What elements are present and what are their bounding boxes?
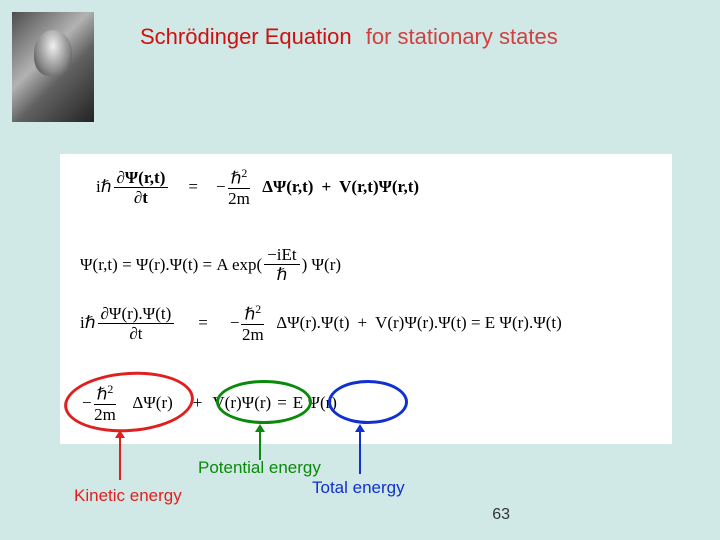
eq3-neg: −: [230, 313, 240, 333]
portrait-photo: [12, 12, 94, 122]
eq3-pot: V(r)Ψ(r).Ψ(t) = E Ψ(r).Ψ(t): [375, 313, 562, 333]
eq3-lhs-num: ∂Ψ(r).Ψ(t): [98, 305, 175, 324]
eq2-lhs: Ψ(r,t) = Ψ(r).Ψ(t) = A exp(: [80, 255, 262, 275]
eq3-rhs-frac: ℏ2 2m: [241, 304, 264, 343]
eq3-rhs-den: 2m: [242, 325, 264, 343]
eq1-lapl: ΔΨ(r,t): [262, 177, 313, 197]
eq3-prefix: iℏ: [80, 313, 96, 333]
potential-label: Potential energy: [198, 458, 321, 478]
kinetic-label: Kinetic energy: [74, 486, 182, 506]
eq1-rhs-frac: ℏ2 2m: [228, 168, 251, 207]
eq4-plus: +: [193, 393, 203, 413]
title-sub: for stationary states: [366, 24, 558, 49]
slide-title: Schrödinger Equation for stationary stat…: [140, 24, 558, 50]
eq2-tail: ) Ψ(r): [302, 255, 341, 275]
eq2-frac: −iEt ℏ: [264, 246, 299, 283]
eq2-den: ℏ: [276, 265, 287, 283]
eq1-rhs-num: ℏ2: [228, 168, 251, 189]
eq3-lapl: ΔΨ(r).Ψ(t): [276, 313, 349, 333]
eq-line-2: Ψ(r,t) = Ψ(r).Ψ(t) = A exp( −iEt ℏ ) Ψ(r…: [80, 246, 341, 283]
eq3-lhs-frac: ∂Ψ(r).Ψ(t) ∂t: [98, 305, 175, 342]
eq-line-3: iℏ ∂Ψ(r).Ψ(t) ∂t = − ℏ2 2m ΔΨ(r).Ψ(t) + …: [80, 304, 562, 343]
eq1-lhs-prefix: iℏ: [96, 177, 112, 197]
eq3-plus: +: [357, 313, 367, 333]
eq3-rhs-num: ℏ2: [241, 304, 264, 325]
total-oval: [328, 380, 408, 424]
eq2-num: −iEt: [264, 246, 299, 265]
eq-line-1: iℏ ∂Ψ(r,t) ∂t = − ℏ2 2m ΔΨ(r,t) + V(r,t)…: [96, 168, 419, 207]
eq1-frac-num: ∂Ψ(r,t): [114, 169, 169, 188]
eq1-pot: V(r,t)Ψ(r,t): [339, 177, 419, 197]
eq1-rhs-den: 2m: [228, 189, 250, 207]
total-label: Total energy: [312, 478, 405, 498]
eq1-eq: =: [188, 177, 198, 197]
eq1-plus: +: [321, 177, 331, 197]
eq1-lhs-frac: ∂Ψ(r,t) ∂t: [114, 169, 169, 206]
eq1-frac-den: ∂t: [134, 188, 148, 206]
title-main: Schrödinger Equation: [140, 24, 352, 49]
page-number: 63: [492, 506, 510, 524]
eq3-eq: =: [198, 313, 208, 333]
potential-oval: [216, 380, 312, 424]
eq1-neg: −: [216, 177, 226, 197]
eq3-lhs-den: ∂t: [129, 324, 142, 342]
